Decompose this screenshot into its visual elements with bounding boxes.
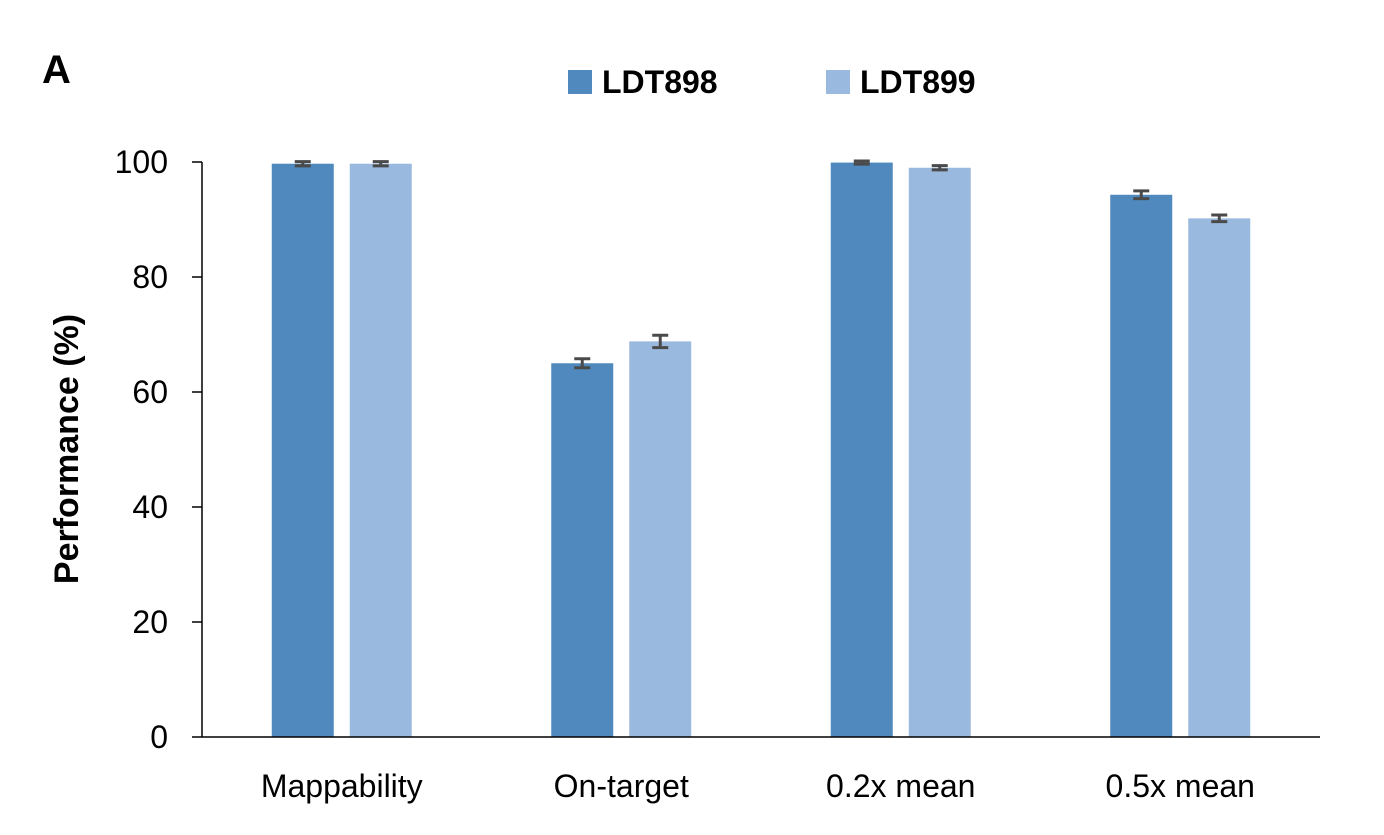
x-tick-label: 0.5x mean [1106, 768, 1255, 804]
legend-swatch [568, 70, 592, 94]
y-tick-label: 100 [115, 144, 168, 180]
x-tick-label: On-target [554, 768, 689, 804]
x-tick-label: 0.2x mean [826, 768, 975, 804]
error-bar-ldt899-3 [1211, 213, 1228, 224]
legend: LDT898 LDT899 [568, 64, 976, 100]
bar-ldt898-3 [1110, 194, 1173, 737]
error-bar-ldt898-3 [1133, 189, 1150, 201]
y-tick-label: 80 [132, 259, 168, 295]
x-axis-labels: Mappability On-target 0.2x mean 0.5x mean [261, 768, 1255, 804]
error-bar-ldt899-0 [372, 160, 389, 168]
bar-ldt898-0 [271, 163, 334, 738]
legend-label: LDT898 [602, 64, 718, 100]
legend-label: LDT899 [860, 64, 976, 100]
panel-label: A [42, 48, 71, 92]
bar-ldt898-2 [830, 162, 893, 737]
error-bar-ldt899-1 [652, 333, 669, 350]
y-tick-label: 60 [132, 374, 168, 410]
bar-ldt899-1 [629, 341, 692, 737]
error-bar-ldt898-0 [294, 160, 311, 168]
y-tick-label: 0 [150, 719, 168, 755]
y-axis-ticks: 0 20 40 60 80 100 [115, 144, 202, 755]
bar-ldt899-0 [349, 163, 412, 738]
bar-ldt899-3 [1188, 218, 1251, 738]
y-tick-label: 40 [132, 489, 168, 525]
legend-item-ldt899: LDT899 [826, 64, 976, 100]
bars [271, 162, 1251, 738]
x-tick-label: Mappability [261, 768, 423, 804]
y-axis-label: Performance (%) [48, 314, 86, 584]
bar-ldt898-1 [551, 363, 614, 737]
legend-item-ldt898: LDT898 [568, 64, 718, 100]
legend-swatch [826, 70, 850, 94]
bar-ldt899-2 [908, 167, 971, 737]
y-tick-label: 20 [132, 604, 168, 640]
error-bars [294, 159, 1228, 370]
error-bar-ldt898-1 [574, 357, 591, 370]
error-bar-ldt898-2 [853, 159, 870, 166]
error-bar-ldt899-2 [931, 164, 948, 172]
